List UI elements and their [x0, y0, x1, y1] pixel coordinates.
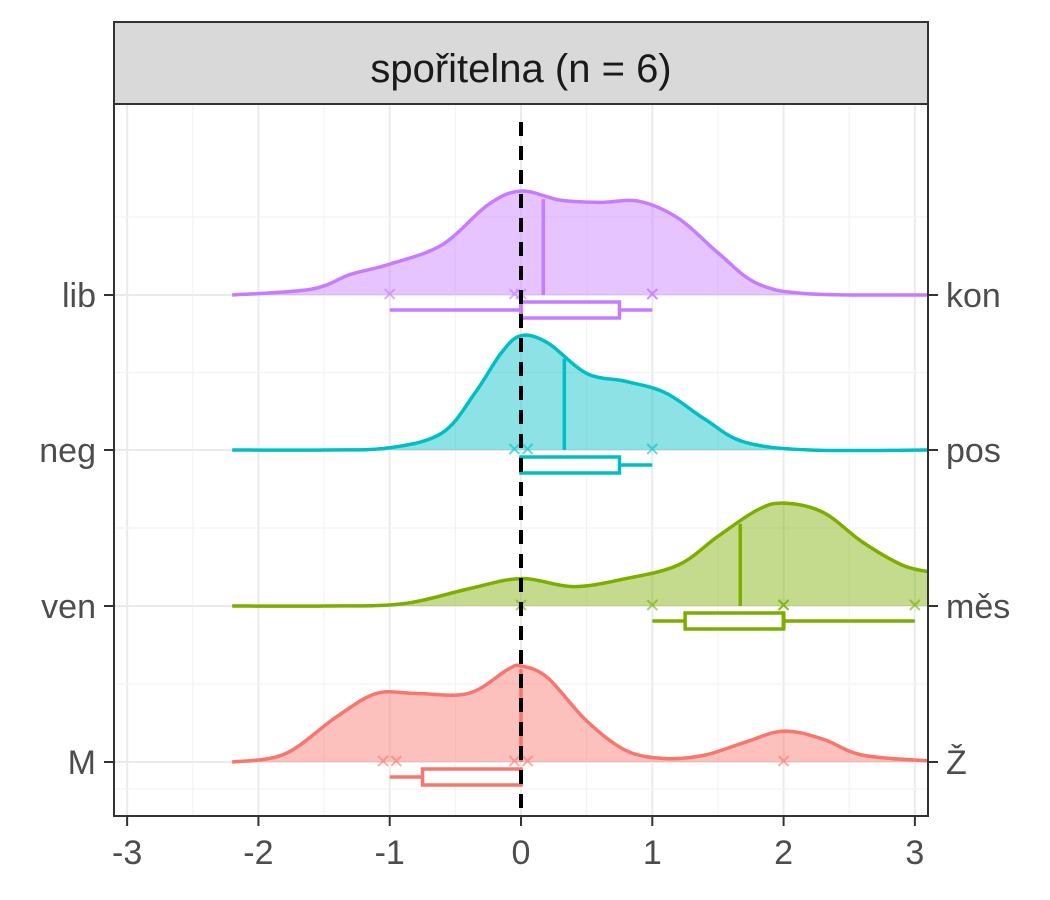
- data-point: [508, 755, 521, 767]
- density-fill: [232, 503, 929, 607]
- box-iqr: [519, 300, 622, 320]
- density-outline: [232, 189, 929, 297]
- data-point: [390, 755, 402, 767]
- density-fill: [232, 335, 929, 451]
- box-iqr: [519, 455, 622, 475]
- y-label-left: neg: [39, 432, 96, 470]
- data-point: [777, 599, 790, 611]
- ridge-ven: [232, 501, 929, 631]
- data-point: [377, 755, 389, 767]
- box-iqr: [683, 611, 786, 631]
- facet-title: spořitelna (n = 6): [370, 47, 671, 91]
- y-axis-left: lib neg ven M: [39, 277, 114, 782]
- density-outline: [232, 501, 929, 608]
- ridge-lib: [232, 189, 929, 320]
- density-outline: [231, 663, 929, 764]
- data-point: [909, 599, 921, 611]
- y-axis-right: kon pos měs Ž: [928, 277, 1010, 782]
- y-label-left: ven: [41, 588, 96, 626]
- x-tick-label: -3: [112, 834, 142, 872]
- density-fill: [232, 190, 929, 296]
- data-point: [521, 755, 534, 767]
- x-tick-label: 0: [512, 834, 531, 872]
- data-point: [384, 288, 396, 300]
- data-point: [521, 443, 534, 455]
- x-axis: -3 -2 -1 0 1 2 3: [112, 816, 924, 872]
- data-point: [646, 599, 658, 611]
- y-label-right: kon: [946, 277, 1001, 315]
- density-fill: [232, 665, 929, 762]
- x-tick-label: -2: [243, 834, 273, 872]
- ridge-neg: [232, 333, 929, 475]
- data-point: [777, 755, 790, 767]
- facet-strip: [113, 21, 929, 105]
- y-label-left: M: [68, 744, 96, 782]
- box-iqr: [420, 767, 523, 787]
- y-label-left: lib: [62, 277, 96, 315]
- ridges: [231, 189, 929, 787]
- data-point: [508, 443, 521, 455]
- y-label-right: pos: [946, 432, 1001, 470]
- data-point: [646, 443, 658, 455]
- y-label-right: Ž: [946, 744, 967, 782]
- x-tick-label: 1: [643, 834, 662, 872]
- x-tick-label: 3: [905, 834, 924, 872]
- x-tick-label: -1: [375, 834, 405, 872]
- data-point: [646, 288, 658, 300]
- density-outline: [232, 333, 929, 453]
- y-label-right: měs: [946, 588, 1010, 626]
- x-tick-label: 2: [774, 834, 793, 872]
